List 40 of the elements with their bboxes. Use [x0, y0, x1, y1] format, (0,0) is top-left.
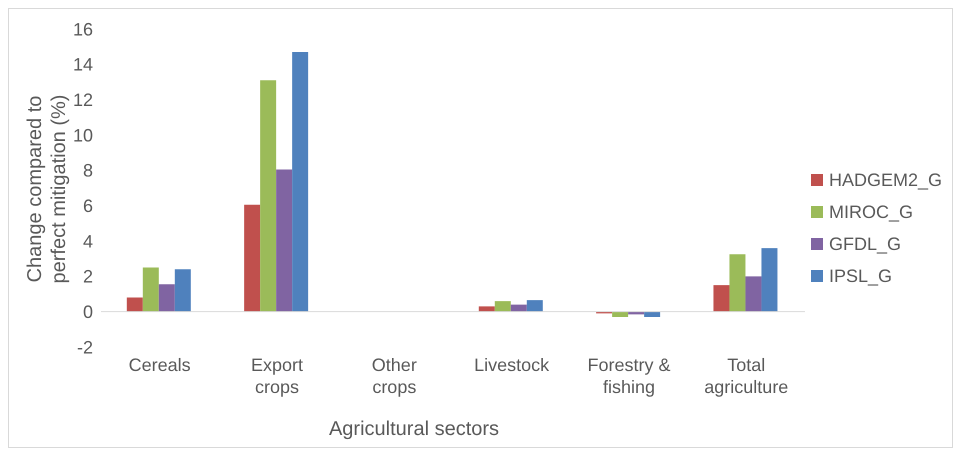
y-tick-label: 2	[82, 266, 93, 287]
y-tick-label: 0	[82, 302, 93, 322]
legend-label: HADGEM2_G	[828, 169, 942, 192]
y-tick-label: 6	[82, 196, 93, 216]
bar	[510, 304, 527, 312]
x-tick-label: Export crops	[250, 355, 304, 397]
bar	[244, 204, 260, 312]
bar	[142, 268, 159, 312]
bar	[174, 269, 191, 312]
bar	[494, 301, 511, 312]
legend-label: MIROC_G	[828, 201, 913, 224]
y-tick-label: -2	[76, 337, 93, 358]
y-axis-title: Change compared to perfect mitigation (%)	[24, 94, 70, 284]
bar	[644, 312, 660, 317]
y-tick-label: 12	[72, 90, 93, 110]
bar	[761, 248, 778, 312]
x-tick-label: Other crops	[372, 355, 417, 397]
bar	[729, 254, 746, 312]
x-tick-label: Total agriculture	[704, 355, 788, 397]
x-tick-label: Forestry & fishing	[587, 355, 670, 397]
legend-label: GFDL_G	[828, 233, 901, 256]
bar	[158, 284, 175, 312]
bar	[526, 300, 543, 312]
x-axis-title: Agricultural sectors	[328, 418, 500, 441]
bar	[126, 298, 143, 312]
x-tick-label: Cereals	[128, 355, 191, 375]
y-tick-label: 8	[82, 160, 93, 181]
bar	[628, 312, 644, 314]
y-tick-label: 4	[82, 231, 93, 252]
y-tick-label: 14	[72, 54, 93, 75]
y-tick-label: 10	[72, 125, 93, 146]
bar	[292, 52, 308, 312]
bar	[713, 285, 730, 312]
bar	[260, 80, 276, 312]
y-tick-label: 16	[72, 19, 93, 40]
bar	[745, 276, 762, 312]
x-tick-label: Livestock	[474, 355, 550, 375]
bar	[276, 169, 292, 312]
bar	[612, 312, 628, 317]
legend-label: IPSL_G	[828, 265, 892, 288]
